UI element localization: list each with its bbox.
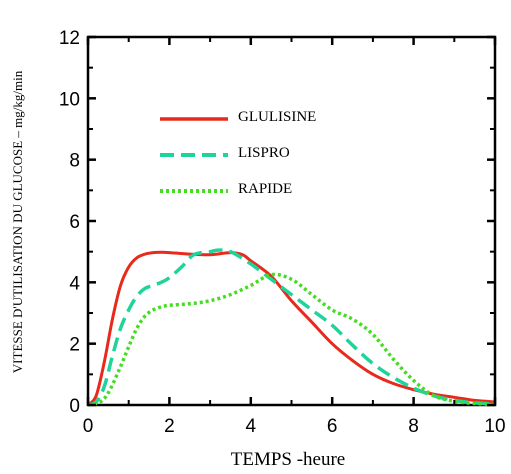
x-tick-label: 10 bbox=[484, 416, 505, 437]
y-tick-label: 0 bbox=[69, 396, 80, 417]
y-tick-label: 8 bbox=[69, 151, 80, 172]
y-tick-label: 2 bbox=[69, 335, 80, 356]
y-tick-label: 12 bbox=[59, 28, 80, 49]
y-tick-label: 10 bbox=[59, 89, 80, 110]
y-tick-label: 4 bbox=[69, 273, 80, 294]
series-line-lispro bbox=[87, 248, 496, 407]
y-axis-title: VITESSE D'UTILISATION DU GLUCOSE – mg/kg… bbox=[10, 70, 25, 373]
plot-frame bbox=[86, 35, 497, 407]
y-tick-label: 6 bbox=[69, 212, 80, 233]
x-tick-label: 0 bbox=[83, 416, 94, 437]
legend: GLULISINE LISPRO RAPIDE bbox=[160, 109, 316, 197]
legend-label-glulisine: GLULISINE bbox=[238, 109, 316, 125]
x-tick-label: 2 bbox=[164, 416, 175, 437]
ticks-group: 0 2 4 6 8 10 0 2 4 6 8 10 12 bbox=[59, 28, 506, 437]
x-tick-label: 4 bbox=[246, 416, 257, 437]
x-tick-label: 6 bbox=[327, 416, 338, 437]
plot-border bbox=[86, 35, 497, 407]
legend-label-lispro: LISPRO bbox=[238, 145, 290, 161]
series-group bbox=[86, 248, 496, 407]
legend-label-rapide: RAPIDE bbox=[238, 181, 292, 197]
x-axis-title: TEMPS -heure bbox=[231, 449, 346, 470]
series-line-glulisine bbox=[86, 250, 496, 407]
x-tick-label: 8 bbox=[408, 416, 419, 437]
series-line-rapide bbox=[87, 272, 496, 407]
